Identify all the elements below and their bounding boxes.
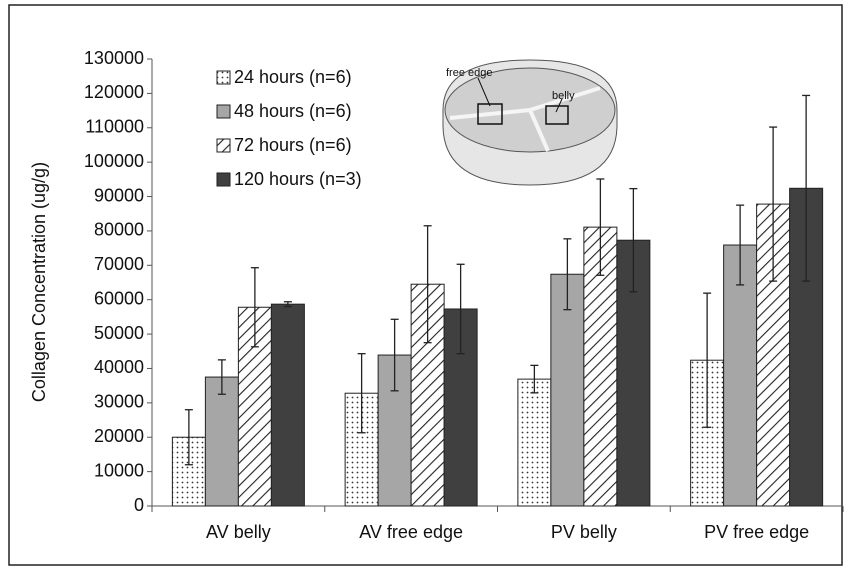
bar — [550, 273, 585, 507]
y-tick-label: 100000 — [84, 151, 144, 171]
y-tick-label: 80000 — [94, 220, 144, 240]
annotation: free edge — [446, 67, 492, 79]
y-tick-label: 70000 — [94, 254, 144, 274]
inset-illustration — [442, 59, 618, 186]
bar — [517, 378, 552, 507]
legend-label: 120 hours (n=3) — [234, 169, 362, 189]
y-tick-label: 130000 — [84, 48, 144, 68]
legend-swatch — [216, 70, 231, 85]
y-tick-label: 90000 — [94, 185, 144, 205]
legend-swatch — [216, 104, 231, 119]
y-tick-label: 30000 — [94, 392, 144, 412]
y-tick-label: 120000 — [84, 82, 144, 102]
y-tick-label: 0 — [134, 495, 144, 515]
x-tick-label: AV belly — [206, 522, 271, 542]
x-tick-label: PV free edge — [704, 522, 809, 542]
y-tick-label: 40000 — [94, 357, 144, 377]
x-tick-label: AV free edge — [359, 522, 463, 542]
legend-label: 48 hours (n=6) — [234, 101, 352, 121]
legend-label: 24 hours (n=6) — [234, 67, 352, 87]
legend-swatch — [216, 172, 231, 187]
bar — [204, 376, 239, 507]
bar — [723, 244, 758, 507]
bar — [270, 303, 305, 507]
frame — [8, 4, 843, 566]
y-tick-label: 60000 — [94, 288, 144, 308]
legend-swatch — [216, 138, 231, 153]
y-axis-label: Collagen Concentration (ug/g) — [29, 162, 49, 402]
legend-label: 72 hours (n=6) — [234, 135, 352, 155]
annotation: belly — [552, 90, 575, 102]
y-tick-label: 110000 — [85, 117, 144, 137]
x-tick-label: PV belly — [551, 522, 617, 542]
y-tick-label: 50000 — [94, 323, 144, 343]
y-tick-label: 10000 — [94, 460, 144, 480]
y-tick-label: 20000 — [94, 426, 144, 446]
